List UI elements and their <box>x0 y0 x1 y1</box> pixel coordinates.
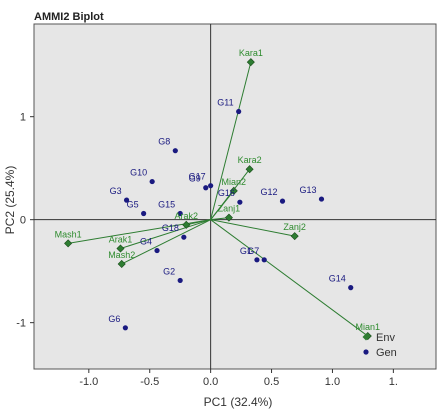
gen-label-g17: G17 <box>189 172 206 182</box>
gen-point-g10 <box>149 178 155 185</box>
plot-area <box>33 23 437 370</box>
x-tick-label: -0.5 <box>140 376 159 388</box>
gen-label-g4: G4 <box>140 237 152 247</box>
x-tick-label: 1.0 <box>325 376 340 388</box>
gen-label-g7: G7 <box>247 246 259 256</box>
gen-label-g12: G12 <box>260 187 277 197</box>
env-point-arak1 <box>116 244 125 253</box>
gen-point-g12 <box>279 198 286 204</box>
x-axis-title: PC1 (32.4%) <box>204 395 273 409</box>
gen-point-g13 <box>318 196 325 202</box>
x-tick-label: -1.0 <box>79 376 98 388</box>
gen-point-g1 <box>254 257 260 263</box>
gen-point-g4 <box>154 247 160 254</box>
env-point-mash1 <box>64 239 73 248</box>
gen-point-g9 <box>203 185 209 191</box>
y-axis-title: PC2 (25.4%) <box>3 166 17 235</box>
env-point-arak2 <box>182 220 191 229</box>
gen-point-g17 <box>208 183 214 189</box>
gen-point-g5 <box>141 210 147 217</box>
gen-label-g2: G2 <box>163 266 175 276</box>
y-tick-label: 1 <box>20 112 26 124</box>
gen-label-g8: G8 <box>158 137 170 147</box>
gen-point-g15 <box>177 210 183 217</box>
legend-marker-env <box>362 333 370 341</box>
x-tick-label: 0.5 <box>264 376 279 388</box>
legend-label-gen: Gen <box>376 347 397 359</box>
legend-label-env: Env <box>376 332 395 344</box>
env-vector-kara1 <box>210 61 252 220</box>
gen-label-g11: G11 <box>217 98 233 108</box>
x-tick-label: 1. <box>389 376 398 388</box>
gen-point-g7 <box>261 257 267 263</box>
env-point-kara2 <box>245 165 254 174</box>
env-point-zanj1 <box>224 213 233 222</box>
gen-label-g14: G14 <box>329 274 346 284</box>
gen-point-g16 <box>237 199 243 205</box>
env-label-zanj2: Zanj2 <box>283 222 306 232</box>
env-point-mian2 <box>229 186 238 195</box>
gen-point-g11 <box>236 108 242 115</box>
env-label-kara1: Kara1 <box>239 48 263 58</box>
gen-label-g5: G5 <box>127 199 139 209</box>
gen-label-g16: G16 <box>218 188 235 198</box>
env-label-mian2: Mian2 <box>222 177 247 187</box>
env-point-zanj2 <box>290 232 299 241</box>
env-point-kara1 <box>246 58 255 67</box>
env-vector-mian2 <box>210 190 235 220</box>
env-label-kara2: Kara2 <box>238 155 262 165</box>
gen-label-g15: G15 <box>158 199 175 209</box>
gen-label-g13: G13 <box>299 185 316 195</box>
y-tick-label: -1 <box>16 318 26 330</box>
ticks-layer: -1.0 -0.5 0.0 0.5 1.0 1. -1 0 1 <box>16 112 398 388</box>
gen-label-g9: G9 <box>189 174 201 184</box>
env-vector-zanj2 <box>210 219 295 237</box>
x-tick-label: 0.0 <box>203 376 218 388</box>
labels-layer: Kara1 Kara2 Mian2 Zanj1 Zanj2 Arak2 Arak1 Mash1… <box>55 48 380 332</box>
env-vector-mash2 <box>121 219 211 265</box>
env-point-mash2 <box>117 259 126 268</box>
y-tick-label: 0 <box>20 215 26 227</box>
env-label-arak1: Arak1 <box>109 235 133 245</box>
legend-marker-gen <box>363 349 369 355</box>
env-label-mash2: Mash2 <box>108 250 135 260</box>
legend: Env Gen <box>362 332 397 359</box>
env-vector-mian1 <box>210 219 369 337</box>
gen-point-g3 <box>123 197 130 203</box>
env-label-zanj1: Zanj1 <box>218 204 241 214</box>
gen-label-g1: G1 <box>240 246 252 256</box>
env-vectors <box>68 61 369 337</box>
env-label-mash1: Mash1 <box>55 229 82 239</box>
points-layer <box>64 58 372 341</box>
gen-label-g6: G6 <box>108 314 120 324</box>
env-label-arak2: Arak2 <box>175 211 199 221</box>
gen-point-g6 <box>122 325 128 331</box>
gen-point-g2 <box>177 277 183 284</box>
chart-title: AMMI2 Biplot <box>34 11 104 23</box>
gen-label-g18: G18 <box>162 223 179 233</box>
env-label-mian1: Mian1 <box>356 322 381 332</box>
gen-label-g10: G10 <box>130 168 147 178</box>
gen-point-g18 <box>181 234 187 240</box>
gen-point-g14 <box>348 285 354 291</box>
gen-label-g3: G3 <box>110 186 122 196</box>
gen-point-g8 <box>172 148 178 154</box>
env-vector-arak1 <box>120 219 211 249</box>
